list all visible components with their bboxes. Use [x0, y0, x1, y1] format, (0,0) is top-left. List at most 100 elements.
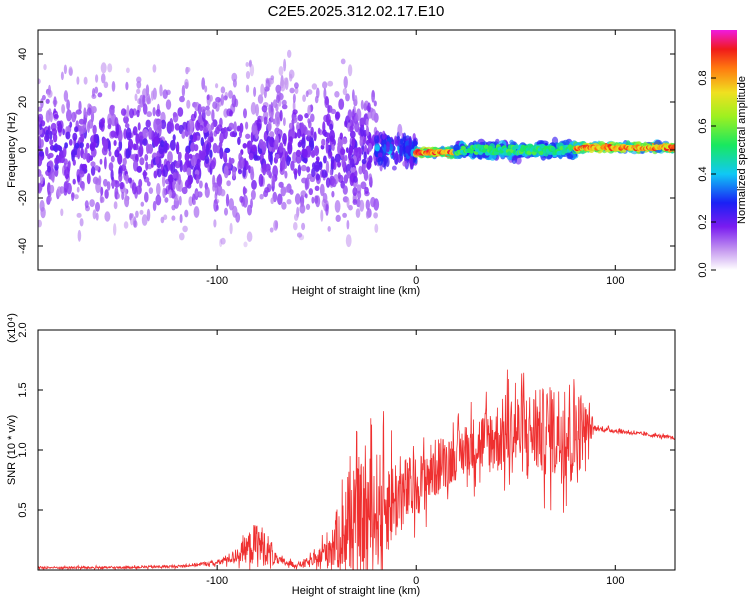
spectrogram-cell [232, 166, 236, 179]
spectrogram-cell [92, 88, 95, 97]
spectrogram-cell [140, 201, 145, 207]
spectrogram-cell [321, 169, 327, 178]
spectrogram-cell [345, 93, 350, 102]
spectrogram-cell [164, 197, 169, 203]
spectrogram-cell [297, 164, 302, 177]
spectrogram-cell [302, 157, 308, 164]
spectrogram-cell [179, 159, 183, 173]
spectrogram-cell [286, 199, 292, 205]
spectrogram-cell [381, 130, 386, 140]
spectrogram-cell [348, 204, 353, 211]
spectrogram-cell [185, 179, 190, 188]
spectrogram-cell [220, 86, 226, 94]
spectrogram-cell [118, 173, 123, 182]
spectrogram-cell [59, 186, 65, 194]
spectrogram-cell [142, 94, 146, 107]
spectrogram-cell [122, 157, 127, 166]
spectrogram-cell [136, 109, 140, 118]
spectrogram-cell [90, 161, 96, 167]
spectrogram-cell [317, 127, 321, 135]
spectrogram-cell [71, 192, 75, 202]
spectrogram-cell [38, 135, 41, 147]
spectrogram-cell [231, 94, 237, 108]
spectrogram-cell [191, 134, 198, 143]
spectrogram-cell [172, 172, 177, 179]
spectrogram-cell [325, 177, 331, 188]
spectrogram-cell [167, 151, 173, 164]
spectrogram-cell [250, 166, 254, 176]
spectrogram-cell [273, 220, 278, 231]
spectrogram-cell [92, 209, 97, 220]
spectrogram-cell [72, 178, 76, 185]
spectrogram-cell [349, 125, 354, 133]
spectrogram-cell [78, 100, 82, 112]
spectrogram-cell [365, 210, 370, 219]
spectrogram-cell [289, 87, 295, 94]
spectrogram-cell [172, 134, 176, 142]
spectrogram-cell [148, 187, 154, 195]
spectrogram-cell [246, 140, 253, 150]
spectrogram-cell [65, 131, 71, 140]
spectrogram-y-tick-label: 0 [17, 147, 29, 153]
spectrogram-cell [351, 108, 355, 120]
spectrogram-cell [292, 100, 296, 113]
spectrogram-cell [78, 170, 85, 178]
spectrogram-cell [352, 89, 355, 102]
spectrogram-cell [359, 199, 365, 212]
spectrogram-cell [62, 128, 65, 136]
spectrogram-y-tick-label: -40 [17, 238, 29, 254]
spectrogram-cell [331, 144, 335, 151]
spectrogram-cell [320, 209, 324, 222]
spectrogram-cell [220, 189, 226, 197]
spectrogram-cell [242, 194, 248, 208]
spectrogram-cell [95, 201, 100, 212]
spectrogram-cell [253, 154, 258, 161]
spectrogram-cell [289, 73, 293, 82]
spectrogram-cell [202, 126, 208, 133]
spectrogram-cell [125, 148, 131, 159]
spectrogram-cell [278, 181, 284, 188]
spectrogram-cell [362, 162, 366, 174]
spectrogram-cell [248, 60, 252, 68]
spectrogram-cell [365, 125, 370, 137]
spectrogram-cell [63, 90, 69, 102]
spectrogram-cell [209, 94, 213, 102]
spectrogram-x-tick-label: 100 [606, 275, 624, 287]
spectrogram-cell [205, 109, 211, 117]
spectrogram-cell [349, 158, 355, 168]
spectrogram-cell [279, 142, 284, 153]
spectrogram-cell [224, 207, 228, 216]
spectrogram-core-cell [474, 147, 480, 153]
spectrogram-cell [233, 121, 237, 133]
snr-series-line [38, 369, 675, 570]
spectrogram-cell [224, 147, 231, 153]
spectrogram-core-cell [506, 151, 512, 156]
spectrogram-cell [281, 99, 287, 106]
spectrogram-cell [160, 216, 165, 224]
spectrogram-cell [226, 180, 231, 187]
spectrogram-cell [169, 139, 176, 151]
spectrogram-cell [264, 187, 270, 193]
spectrogram-cell [321, 138, 326, 147]
spectrogram-cell [389, 143, 394, 152]
spectrogram-cell [76, 76, 80, 85]
spectrogram-cell [132, 126, 138, 136]
spectrogram-cell [346, 219, 350, 230]
snr-multiplier: (x10⁴) [6, 313, 18, 343]
spectrogram-cell [352, 136, 355, 149]
spectrogram-cell [292, 93, 296, 104]
spectrogram-cell [511, 155, 518, 161]
spectrogram-cell [62, 146, 67, 158]
spectrogram-cell [275, 134, 280, 145]
spectrogram-cell [287, 49, 292, 59]
spectrogram-cell [356, 108, 362, 121]
spectrogram-cell [144, 191, 149, 203]
spectrogram-cell [353, 175, 358, 183]
spectrogram-cell [100, 117, 106, 125]
spectrogram-cell [293, 168, 298, 176]
spectrogram-cell [225, 193, 230, 207]
spectrogram-cell [74, 126, 79, 133]
spectrogram-cell [301, 222, 306, 231]
spectrogram-cell [163, 214, 168, 220]
spectrogram-cell [92, 124, 97, 135]
